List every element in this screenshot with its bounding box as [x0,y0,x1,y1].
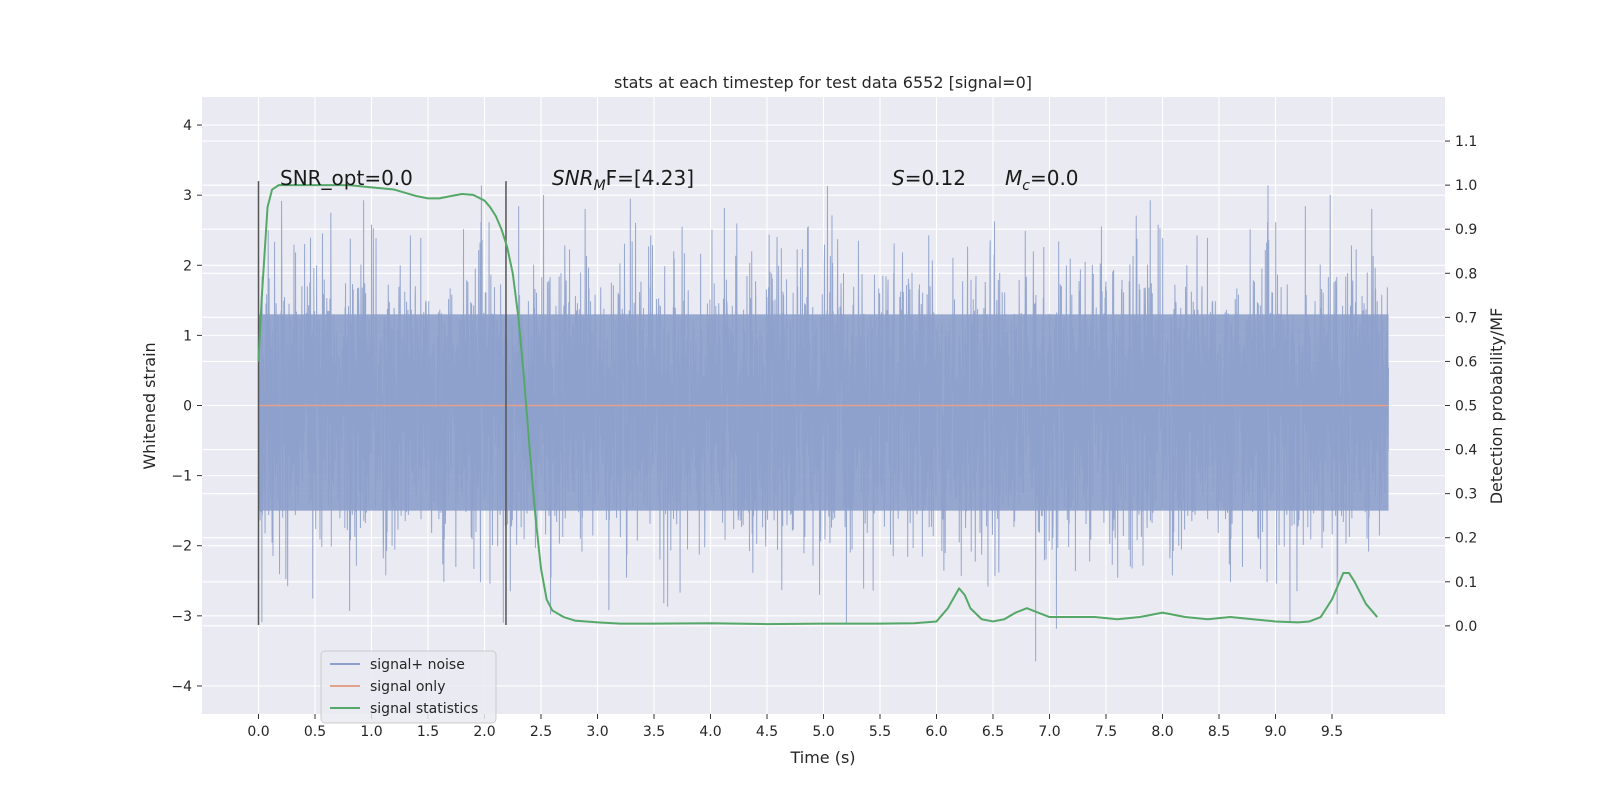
y-left-tick-label: −2 [171,539,192,555]
x-tick-label: 6.5 [982,724,1004,740]
legend-label-signal-only: signal only [370,679,445,695]
y-right-tick-label: 0.7 [1455,310,1477,326]
annotations: SNR_opt=0.0 SNRMF=[4.23] S=0.12 Mc=0.0 [280,166,1079,194]
annotation-mc-main: M [1005,166,1022,190]
annotation-s-main: S [892,166,905,190]
y-right-tick-label: 0.6 [1455,354,1477,370]
annotation-s-tail: =0.12 [905,166,966,190]
y-right-tick-label: 0.9 [1455,222,1477,238]
x-tick-label: 2.5 [530,724,552,740]
x-tick-label: 8.0 [1151,724,1173,740]
y-right-axis-ticks: 1.1 1.0 0.9 0.8 0.7 0.6 0.5 0.4 0.3 0.2 0.1 0.0 [1445,134,1477,635]
x-tick-label: 4.5 [756,724,778,740]
x-tick-label: 2.0 [473,724,495,740]
y-right-tick-label: 0.5 [1455,399,1477,415]
legend-box [320,650,497,724]
x-tick-label: 5.0 [812,724,834,740]
y-right-tick-label: 0.8 [1455,266,1477,282]
y-left-tick-label: 1 [183,328,192,344]
annotation-snr-mf-sub: M [594,178,606,194]
annotation-snr-mf: SNRMF=[4.23] [552,166,694,194]
y-right-tick-label: 1.0 [1455,178,1477,194]
annotation-mc-sub: c [1022,178,1030,194]
y-left-tick-label: 2 [183,258,192,274]
noise-line [258,185,1389,662]
legend: signal+ noise signal only signal statist… [320,650,497,724]
y-right-tick-label: 0.1 [1455,575,1477,591]
y-right-tick-label: 1.1 [1455,134,1477,150]
x-tick-label: 6.0 [925,724,947,740]
annotation-snr-mf-main: SNR [552,166,594,190]
annotation-mc: Mc=0.0 [1005,166,1079,194]
annotation-snr-opt: SNR_opt=0.0 [280,166,413,190]
x-tick-label: 9.0 [1264,724,1286,740]
y-right-tick-label: 0.4 [1455,443,1477,459]
annotation-mc-tail: =0.0 [1030,166,1079,190]
y-left-tick-label: 4 [183,118,192,134]
x-axis-label: Time (s) [789,748,855,767]
x-tick-label: 3.0 [586,724,608,740]
annotation-snr-mf-tail: F=[4.23] [606,166,694,190]
x-tick-label: 5.5 [869,724,891,740]
legend-label-signal-noise: signal+ noise [370,657,465,673]
x-tick-label: 0.5 [304,724,326,740]
vertical-lines [257,181,507,625]
y-right-axis-label: Detection probability/MF [1487,308,1506,505]
signal-statistics-line [257,184,1378,626]
y-left-axis-label: Whitened strain [140,342,159,469]
y-left-tick-label: −1 [171,469,192,485]
chart-title: stats at each timestep for test data 655… [614,73,1032,92]
y-right-tick-label: 0.0 [1455,619,1477,635]
y-right-tick-label: 0.3 [1455,487,1477,503]
y-left-tick-label: 0 [183,399,192,415]
annotation-s: S=0.12 [892,166,966,190]
x-axis-ticks: 0.0 0.5 1.0 1.5 2.0 2.5 3.0 3.5 4.0 4.5 5.0 5.5 6.0 6… [247,714,1343,740]
x-tick-label: 1.0 [360,724,382,740]
series-signal-noise [258,185,1389,662]
x-tick-label: 7.0 [1038,724,1060,740]
x-tick-label: 1.5 [417,724,439,740]
y-left-tick-label: −4 [171,679,192,695]
x-tick-label: 7.5 [1095,724,1117,740]
legend-label-signal-statistics: signal statistics [370,701,478,717]
y-left-axis-ticks: 4 3 2 1 0 −1 −2 −3 −4 [171,118,202,695]
x-tick-label: 3.5 [643,724,665,740]
y-left-tick-label: −3 [171,609,192,625]
x-tick-label: 9.5 [1321,724,1343,740]
y-right-tick-label: 0.2 [1455,531,1477,547]
x-tick-label: 8.5 [1208,724,1230,740]
x-tick-label: 4.0 [699,724,721,740]
y-left-tick-label: 3 [183,188,192,204]
series-signal-statistics [257,184,1378,626]
x-tick-label: 0.0 [247,724,269,740]
